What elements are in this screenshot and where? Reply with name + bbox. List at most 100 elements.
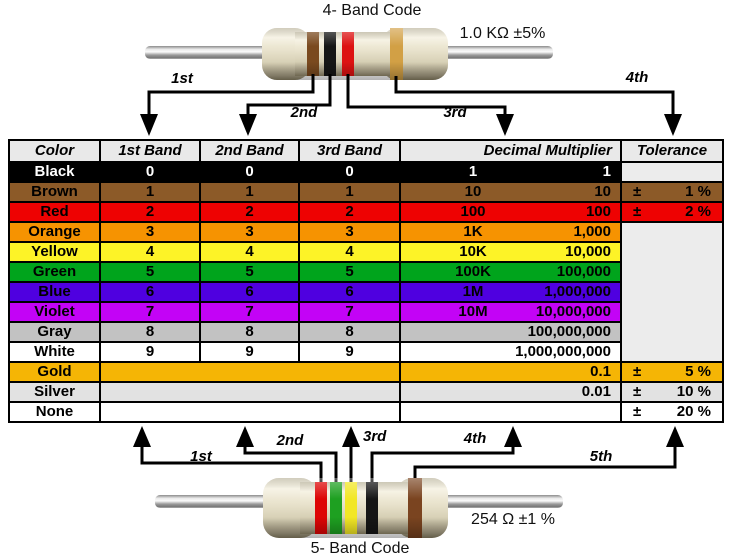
five-band-value-label: 254 Ω ±1 % — [471, 511, 555, 528]
arrowhead-down-icon — [239, 114, 257, 136]
band-digit-cell: 0 — [199, 161, 300, 183]
arrowhead-up-icon — [666, 426, 684, 447]
arrow-3rd-line — [346, 74, 507, 116]
arrow-5th-line — [413, 445, 677, 481]
arrow-2nd-line — [243, 445, 338, 483]
multiplier-value: 1,000,000,000 — [515, 343, 611, 360]
multiplier-shorthand: 1M — [462, 283, 484, 300]
band-digit-cell-merged — [99, 381, 401, 403]
band-digit-cell: 8 — [199, 321, 300, 343]
color-name-cell: Orange — [8, 221, 101, 243]
arrowhead-up-icon — [504, 426, 522, 447]
top-arrow-label-2nd: 2nd — [290, 104, 318, 121]
top-arrow-label-4th: 4th — [625, 69, 649, 86]
table-row-white: White 9 9 9 1,000,000,000 — [8, 341, 723, 363]
header-tolerance: Tolerance — [620, 139, 724, 163]
multiplier-cell: 1,000,000,000 — [399, 341, 622, 363]
table-row-violet: Violet 7 7 7 10M 10,000,000 — [8, 301, 723, 323]
color-name-cell: None — [8, 401, 101, 423]
table-row-black: Black 0 0 0 1 1 — [8, 161, 724, 183]
table-row-orange: Orange 3 3 3 1K 1,000 — [8, 221, 724, 363]
band-digit-cell: 0 — [298, 161, 401, 183]
multiplier-cell: 10 10 — [399, 181, 622, 203]
multiplier-shorthand: 1K — [463, 223, 483, 240]
band-digit-cell: 2 — [199, 201, 300, 223]
multiplier-cell: 0.01 — [399, 381, 622, 403]
plus-minus-sign: ± — [633, 203, 642, 220]
band-digit-cell: 3 — [199, 221, 300, 243]
band-digit-cell: 6 — [298, 281, 401, 303]
bottom-arrow-label-4th: 4th — [463, 430, 487, 447]
band-digit-cell: 3 — [298, 221, 401, 243]
table-row-yellow: Yellow 4 4 4 10K 10,000 — [8, 241, 723, 263]
table-row-gray: Gray 8 8 8 100,000,000 — [8, 321, 723, 343]
band-digit-cell: 5 — [99, 261, 201, 283]
header-1st-band: 1st Band — [99, 139, 201, 163]
bottom-arrow-label-2nd: 2nd — [276, 432, 304, 449]
multiplier-value: 1 — [602, 163, 611, 180]
band-digit-cell: 8 — [298, 321, 401, 343]
color-name-cell: Gold — [8, 361, 101, 383]
band-digit-cell: 6 — [199, 281, 300, 303]
multiplier-shorthand: 10 — [464, 183, 482, 200]
bottom-arrow-label-5th: 5th — [589, 448, 613, 465]
arrowhead-up-icon — [342, 426, 360, 447]
color-name-cell: Brown — [8, 181, 101, 203]
multiplier-shorthand: 100 — [460, 203, 486, 220]
five-band-title: 5- Band Code — [310, 540, 410, 557]
multiplier-cell: 1K 1,000 — [399, 221, 622, 243]
multiplier-shorthand: 10K — [459, 243, 487, 260]
plus-minus-sign: ± — [633, 363, 642, 380]
arrowhead-down-icon — [140, 114, 158, 136]
bottom-body-shade — [263, 478, 448, 538]
multiplier-value: 0.01 — [581, 383, 611, 400]
table-row-none: None ±20 % — [8, 401, 724, 423]
multiplier-value: 10,000 — [565, 243, 611, 260]
plus-minus-sign: ± — [633, 383, 642, 400]
band-digit-cell: 5 — [199, 261, 300, 283]
band-digit-cell: 4 — [199, 241, 300, 263]
tolerance-cell — [620, 221, 724, 363]
multiplier-cell: 100K 100,000 — [399, 261, 622, 283]
multiplier-value: 1,000,000 — [544, 283, 611, 300]
top-arrow-label-3rd: 3rd — [443, 104, 467, 121]
multiplier-cell: 1M 1,000,000 — [399, 281, 622, 303]
multiplier-cell: 10M 10,000,000 — [399, 301, 622, 323]
tolerance-value: 10 % — [676, 383, 711, 400]
bottom-arrow-label-1st: 1st — [190, 448, 212, 465]
color-code-table: Color 1st Band 2nd Band 3rd Band Decimal… — [8, 139, 724, 423]
header-decimal-multiplier: Decimal Multiplier — [399, 139, 622, 163]
multiplier-value: 0.1 — [590, 363, 611, 380]
tolerance-cell: ±2 % — [620, 201, 724, 223]
multiplier-cell: 100 100 — [399, 201, 622, 223]
band-digit-cell: 1 — [298, 181, 401, 203]
color-name-cell: Green — [8, 261, 101, 283]
arrowhead-down-icon — [496, 114, 514, 136]
color-name-cell: Violet — [8, 301, 101, 323]
top-arrow-label-1st: 1st — [171, 70, 193, 87]
color-table-body: Black 0 0 0 1 1 Brown 1 1 1 10 10 ±1 % Red 2 2 2 100 100 ±2… — [8, 161, 724, 423]
four-band-value-label: 1.0 KΩ ±5% — [459, 25, 546, 42]
four-band-title: 4- Band Code — [322, 2, 422, 19]
band-digit-cell: 8 — [99, 321, 201, 343]
color-name-cell: Gray — [8, 321, 101, 343]
table-row-red: Red 2 2 2 100 100 ±2 % — [8, 201, 724, 223]
arrow-1st-line — [147, 74, 315, 116]
multiplier-value: 100 — [585, 203, 611, 220]
color-name-cell: Red — [8, 201, 101, 223]
band-digit-cell-merged — [99, 361, 401, 383]
plus-minus-sign: ± — [633, 183, 642, 200]
band-digit-cell: 7 — [99, 301, 201, 323]
table-row-silver: Silver 0.01 ±10 % — [8, 381, 724, 403]
band-digit-cell: 5 — [298, 261, 401, 283]
band-digit-cell: 3 — [99, 221, 201, 243]
multiplier-value: 1,000 — [573, 223, 611, 240]
color-name-cell: Blue — [8, 281, 101, 303]
header-color: Color — [8, 139, 101, 163]
multiplier-value: 100,000,000 — [527, 323, 611, 340]
top-arrows — [147, 74, 675, 116]
bottom-arrows — [140, 445, 677, 483]
tolerance-cell — [620, 161, 724, 183]
band-digit-cell: 4 — [99, 241, 201, 263]
